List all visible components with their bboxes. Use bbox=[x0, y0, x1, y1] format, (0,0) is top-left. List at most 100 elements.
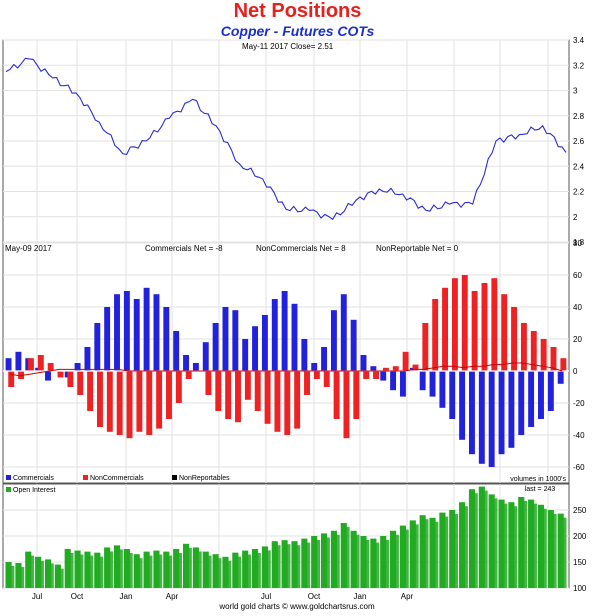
commercials-bar bbox=[321, 347, 328, 371]
y-tick-label: 60 bbox=[573, 271, 582, 280]
open-interest-bar bbox=[49, 563, 54, 588]
commercials-bar bbox=[271, 299, 278, 371]
commercials-bar bbox=[291, 303, 298, 371]
commercials-bar bbox=[281, 291, 288, 371]
noncommercials-bar bbox=[373, 371, 379, 379]
chart-subtitle: Copper - Futures COTs bbox=[220, 23, 375, 39]
open-interest-bar bbox=[321, 533, 328, 588]
commercials-bar bbox=[301, 339, 308, 371]
y-tick-label: 3.2 bbox=[573, 61, 585, 70]
open-interest-bar bbox=[222, 556, 229, 588]
noncommercials-bar bbox=[37, 355, 44, 371]
y-tick-label: 80 bbox=[573, 239, 582, 248]
open-interest-bar bbox=[488, 494, 495, 588]
net-panel-date: May-09 2017 bbox=[5, 244, 52, 253]
commercials-bar bbox=[133, 299, 140, 371]
noncommercials-bar bbox=[461, 275, 468, 371]
commercials-bar bbox=[45, 371, 51, 381]
commercials-bar bbox=[222, 307, 229, 371]
noncommercials-bar bbox=[166, 371, 172, 419]
axis-labels: 1.8 2 2.2 2.4 2.6 2.8 3 3.2 3.4 -60 -40 -20 0 20 40 60 8… bbox=[32, 36, 587, 601]
commercials-bar bbox=[360, 355, 367, 371]
open-interest-bar bbox=[380, 536, 387, 588]
noncommercials-bar bbox=[244, 371, 251, 400]
noncommercials-bar bbox=[77, 371, 84, 395]
y-tick-label: 150 bbox=[573, 558, 587, 567]
noncommercials-bar bbox=[530, 331, 537, 371]
open-interest-bar bbox=[404, 529, 409, 588]
legend-swatch-commercials bbox=[6, 475, 11, 480]
open-interest-bar bbox=[118, 549, 123, 588]
noncommercials-bar bbox=[363, 371, 370, 379]
noncommercials-bar bbox=[96, 371, 103, 427]
noncommercials-net-label: NonCommercials Net = 8 bbox=[256, 244, 346, 253]
open-interest-bar bbox=[237, 556, 242, 588]
commercials-bar bbox=[488, 371, 495, 467]
open-interest-bar bbox=[10, 566, 15, 588]
commercials-bar bbox=[449, 371, 456, 419]
noncommercials-bar bbox=[156, 371, 163, 429]
open-interest-bar bbox=[370, 538, 377, 588]
open-interest-bar bbox=[498, 499, 505, 588]
open-interest-bar bbox=[330, 530, 337, 588]
open-interest-bar bbox=[429, 517, 436, 588]
open-interest-bar bbox=[266, 550, 271, 588]
open-interest-bar bbox=[335, 534, 340, 588]
commercials-bar bbox=[104, 307, 111, 371]
commercials-bar bbox=[508, 371, 515, 448]
noncommercials-bar bbox=[501, 294, 508, 371]
open-interest-bar bbox=[197, 551, 202, 588]
open-interest-bar bbox=[345, 527, 350, 588]
open-interest-bar bbox=[424, 519, 429, 588]
noncommercials-bar bbox=[511, 307, 518, 371]
commercials-bar bbox=[232, 310, 239, 371]
open-interest-bar bbox=[296, 545, 301, 588]
open-interest-bar bbox=[89, 555, 94, 588]
open-interest-bar bbox=[478, 486, 485, 588]
open-interest-bar bbox=[503, 503, 508, 588]
noncommercials-bar bbox=[27, 358, 34, 371]
commercials-bar bbox=[419, 371, 426, 391]
noncommercials-bar bbox=[18, 371, 25, 379]
open-interest-bar bbox=[192, 547, 199, 588]
open-interest-bar bbox=[123, 549, 130, 588]
open-interest-bar bbox=[247, 554, 252, 588]
noncommercials-bar bbox=[284, 371, 291, 435]
open-interest-bar bbox=[414, 524, 419, 588]
open-interest-bar bbox=[360, 536, 367, 588]
commercials-bar bbox=[212, 323, 219, 371]
noncommercials-bar bbox=[215, 371, 222, 411]
legend-nonreportables: NonReportables bbox=[179, 475, 230, 482]
open-interest-bar bbox=[69, 553, 74, 588]
noncommercials-bar bbox=[225, 371, 232, 419]
open-interest-bar bbox=[153, 550, 160, 588]
noncommercials-bar bbox=[294, 371, 301, 429]
open-interest-bar bbox=[25, 551, 32, 588]
open-interest-bar bbox=[5, 562, 12, 588]
noncommercials-bar bbox=[304, 371, 310, 395]
commercials-bar bbox=[261, 315, 268, 371]
open-interest-bar bbox=[15, 563, 22, 588]
y-tick-label: 2.6 bbox=[573, 137, 585, 146]
open-interest-bar bbox=[473, 493, 478, 588]
noncommercials-bar bbox=[136, 371, 143, 432]
open-interest-bar bbox=[459, 502, 466, 588]
noncommercials-bar bbox=[323, 371, 330, 387]
x-tick-label: Jan bbox=[120, 592, 133, 601]
noncommercials-bar bbox=[175, 371, 182, 403]
x-tick-label: Oct bbox=[308, 592, 321, 601]
open-interest-bar bbox=[64, 549, 71, 588]
noncommercials-bar bbox=[412, 364, 419, 371]
noncommercials-bar bbox=[47, 363, 54, 371]
open-interest-bar bbox=[99, 556, 104, 588]
commercials-bar bbox=[429, 371, 436, 397]
noncommercials-bar bbox=[116, 371, 123, 435]
open-interest-bar bbox=[202, 551, 209, 588]
open-interest-bar bbox=[350, 530, 357, 588]
y-tick-label: 2 bbox=[573, 213, 578, 222]
commercials-bar bbox=[459, 371, 466, 440]
footer-credit: world gold charts © www.goldchartsrus.co… bbox=[218, 602, 375, 611]
open-interest-bar bbox=[44, 559, 52, 588]
y-tick-label: 200 bbox=[573, 532, 587, 541]
